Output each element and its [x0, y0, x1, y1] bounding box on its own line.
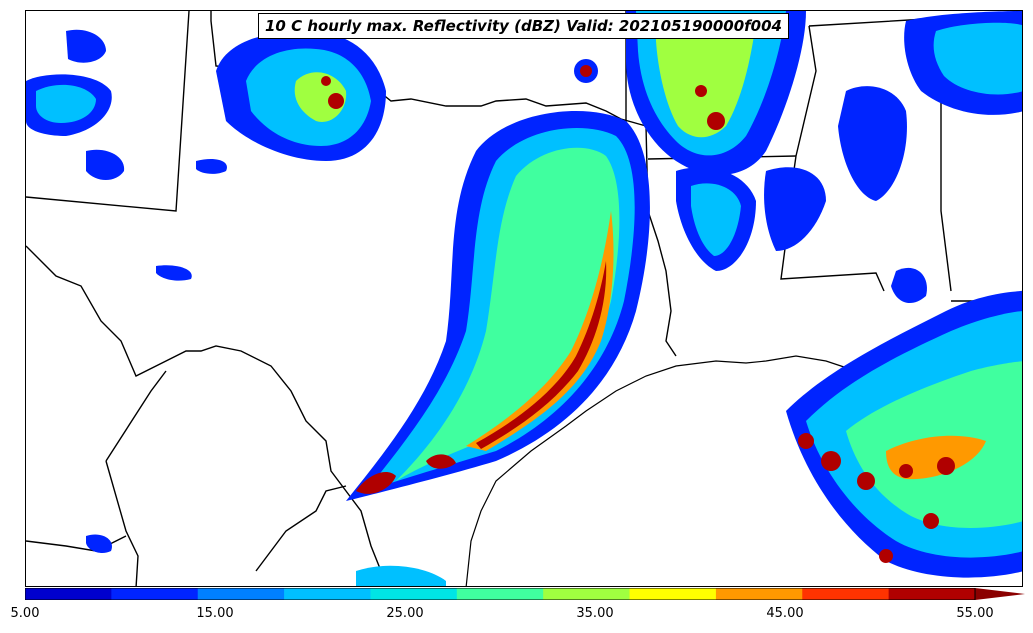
border-mexico — [26, 245, 396, 586]
colorbar-tick-label: 25.00 — [386, 606, 424, 621]
storm-scattered-cells — [66, 29, 927, 586]
colorbar-segment — [629, 588, 717, 600]
colorbar-segment — [456, 588, 544, 600]
border-miss-alabama — [795, 25, 817, 157]
storm-texas-squall-line — [346, 111, 650, 501]
colorbar-segment — [802, 588, 890, 600]
colorbar — [25, 588, 1025, 600]
colorbar-tick-label: 35.00 — [576, 606, 614, 621]
colorbar-segment — [888, 588, 976, 600]
colorbar-extend-arrow — [975, 588, 1025, 600]
border-mexico-state-4 — [255, 485, 347, 572]
map-title: 10 C hourly max. Reflectivity (dBZ) Vali… — [258, 13, 789, 39]
colorbar-segment — [25, 588, 112, 600]
colorbar-segment — [111, 588, 199, 600]
colorbar-segments — [25, 588, 976, 600]
colorbar-outline — [25, 588, 976, 600]
storm-arkansas — [626, 11, 806, 175]
colorbar-tick-label: 5.00 — [10, 606, 40, 621]
colorbar-segment — [197, 588, 285, 600]
map-panel: 10 C hourly max. Reflectivity (dBZ) Vali… — [25, 10, 1023, 587]
border-texas-louisiana — [645, 125, 677, 357]
colorbar-tick-label: 45.00 — [766, 606, 804, 621]
reflectivity-map — [26, 11, 1022, 586]
border-new-mexico — [26, 11, 190, 212]
storm-oklahoma — [216, 31, 386, 161]
colorbar-segment — [715, 588, 803, 600]
border-mexico-state-2 — [105, 460, 139, 586]
colorbar-tick-label: 55.00 — [956, 606, 994, 621]
storm-louisiana — [786, 291, 1022, 578]
storm-alabama — [838, 11, 1022, 201]
border-mexico-state-1 — [105, 370, 167, 462]
colorbar-segment — [284, 588, 371, 600]
colorbar-tick-label: 15.00 — [196, 606, 234, 621]
colorbar-segment — [370, 588, 458, 600]
storm-new-mexico — [26, 74, 112, 136]
colorbar-segment — [543, 588, 631, 600]
